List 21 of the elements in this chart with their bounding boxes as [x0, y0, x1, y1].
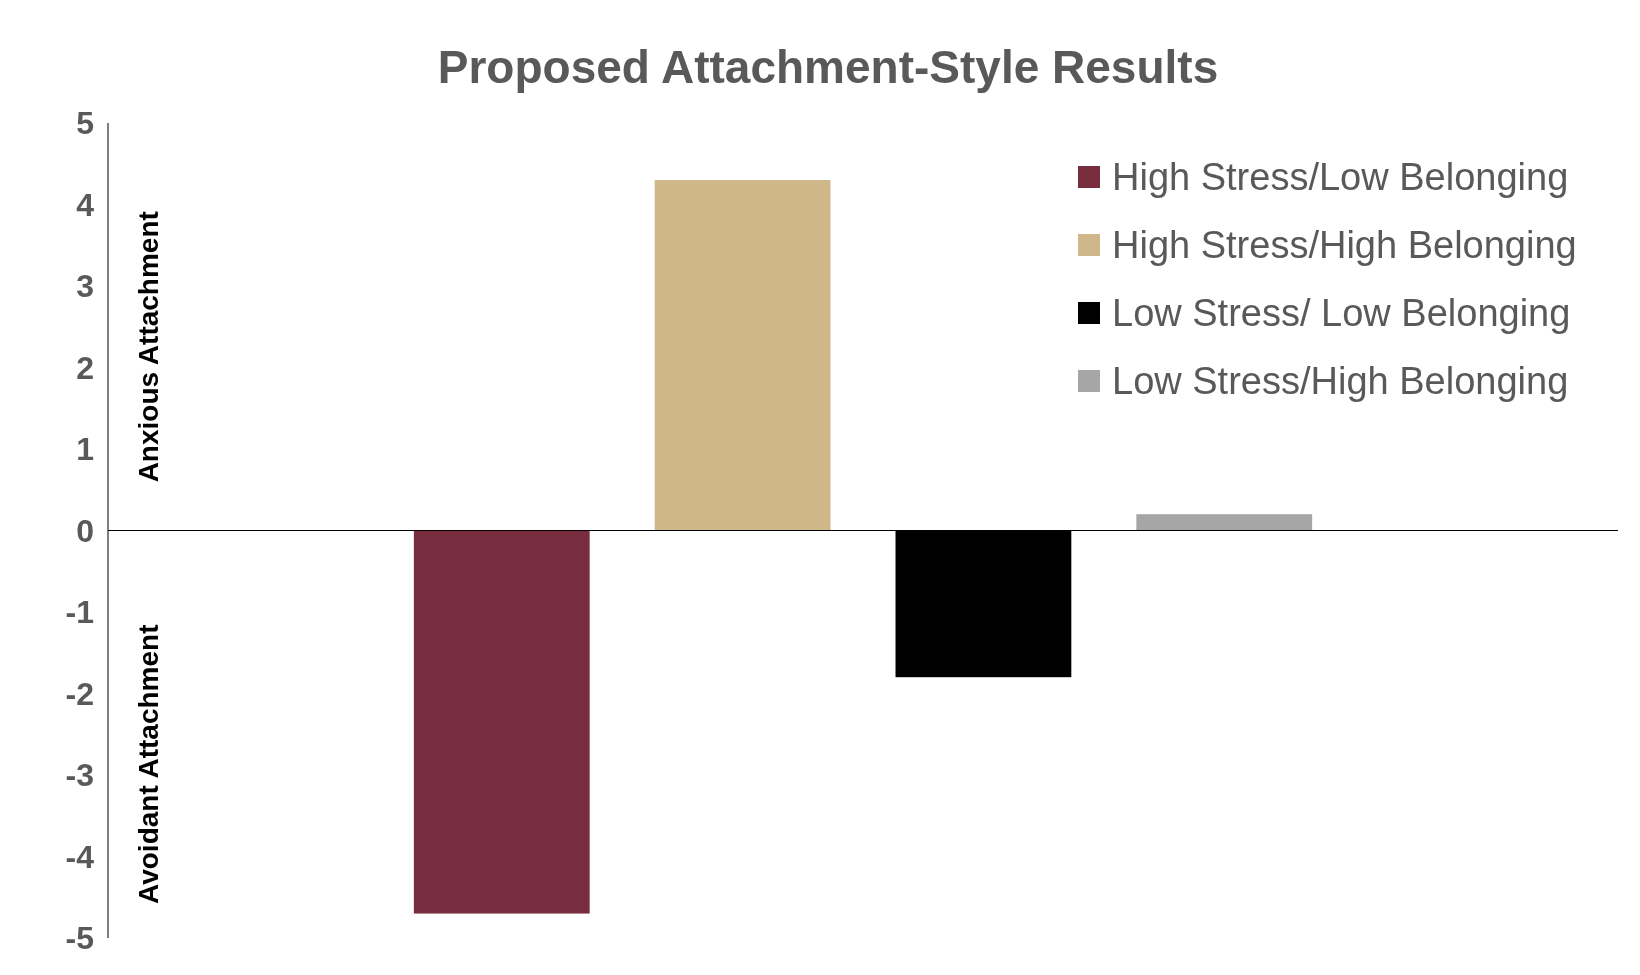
y-tick-label: 3: [76, 268, 94, 305]
y-tick-label: 1: [76, 431, 94, 468]
y-tick-label: -5: [65, 920, 94, 957]
legend-label: High Stress/High Belonging: [1112, 224, 1577, 267]
annotation: Avoidant Attachment: [133, 624, 164, 904]
y-tick-label: 0: [76, 512, 94, 549]
y-tick-label: 2: [76, 349, 94, 386]
y-tick-label: 5: [76, 105, 94, 142]
y-tick-label: 4: [76, 186, 95, 223]
bar: [654, 180, 831, 531]
y-tick-label: -1: [65, 594, 94, 631]
y-tick-label: -2: [65, 675, 94, 712]
legend-label: Low Stress/High Belonging: [1112, 360, 1569, 403]
y-tick-label: -3: [65, 757, 94, 794]
legend-label: High Stress/Low Belonging: [1112, 156, 1569, 199]
annotation: Anxious Attachment: [133, 211, 164, 483]
bar: [413, 530, 590, 914]
bar: [1136, 514, 1313, 531]
chart-title: Proposed Attachment-Style Results: [437, 41, 1219, 93]
legend-label: Low Stress/ Low Belonging: [1112, 292, 1571, 335]
y-tick-label: -4: [65, 838, 95, 875]
